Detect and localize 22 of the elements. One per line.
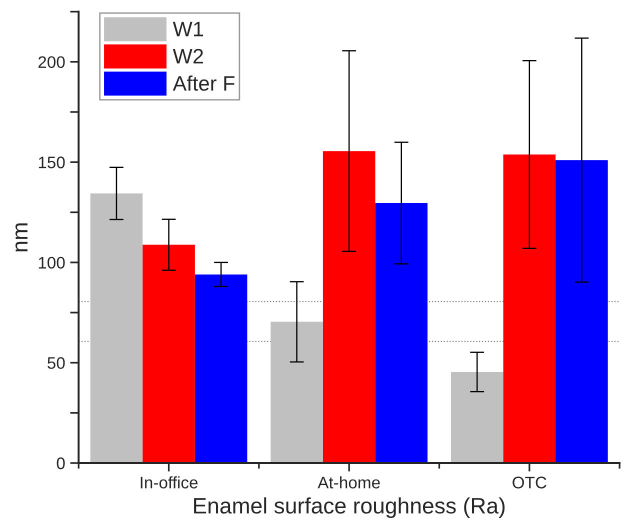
bar: [503, 154, 556, 464]
y-tick-label: 200: [38, 56, 65, 68]
bar: [90, 193, 143, 464]
y-tick-label: 0: [56, 457, 65, 470]
bar: [322, 151, 376, 464]
y-axis-title: nm: [16, 223, 28, 252]
legend-label: W2: [172, 48, 203, 64]
legend-label: After F: [172, 75, 234, 91]
x-tick-label: In-office: [140, 476, 198, 488]
y-tick-label: 150: [38, 156, 65, 168]
bar: [556, 160, 608, 464]
y-tick-label: 50: [48, 357, 65, 369]
bar: [142, 244, 195, 464]
y-tick-label: 100: [38, 256, 65, 269]
legend-label: W1: [172, 22, 204, 36]
bar: [375, 203, 428, 464]
x-tick-label: OTC: [512, 476, 546, 488]
bar: [450, 372, 504, 464]
x-axis-title: Enamel surface roughness (Ra): [194, 497, 505, 518]
x-tick-label: At-home: [318, 476, 380, 488]
bar: [270, 322, 323, 464]
bar: [194, 274, 248, 464]
